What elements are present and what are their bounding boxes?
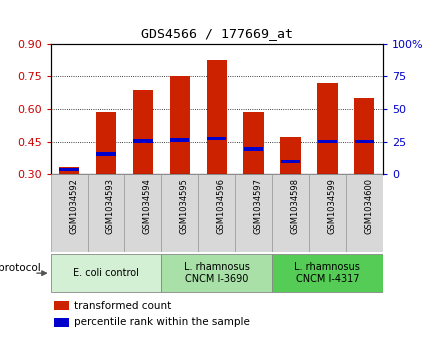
Bar (355, 140, 374, 143)
Bar (54, 318, 69, 327)
Bar (161, 174, 198, 252)
Text: GSM1034596: GSM1034596 (216, 178, 226, 234)
Bar (354, 98, 374, 174)
Bar (96, 112, 116, 174)
Text: GSM1034597: GSM1034597 (253, 178, 263, 234)
Title: GDS4566 / 177669_at: GDS4566 / 177669_at (141, 26, 293, 40)
Bar (59, 168, 79, 171)
Text: L. rhamnosus
CNCM I-4317: L. rhamnosus CNCM I-4317 (294, 262, 360, 284)
Bar (235, 174, 272, 252)
Bar (51, 174, 88, 252)
Bar (170, 76, 190, 174)
Bar (51, 254, 161, 292)
Bar (318, 140, 337, 143)
Bar (281, 160, 300, 163)
Bar (133, 139, 153, 143)
Text: GSM1034592: GSM1034592 (69, 178, 78, 234)
Bar (206, 60, 227, 174)
Bar (309, 174, 346, 252)
Bar (346, 174, 383, 252)
Bar (198, 174, 235, 252)
Text: percentile rank within the sample: percentile rank within the sample (74, 317, 250, 327)
Bar (96, 152, 116, 156)
Bar (272, 174, 309, 252)
Bar (59, 167, 79, 174)
Bar (88, 174, 125, 252)
Text: GSM1034593: GSM1034593 (106, 178, 115, 234)
Bar (272, 254, 383, 292)
Bar (161, 254, 272, 292)
Bar (244, 147, 263, 151)
Text: transformed count: transformed count (74, 301, 171, 311)
Text: protocol: protocol (0, 263, 40, 273)
Bar (133, 90, 153, 174)
Bar (125, 174, 161, 252)
Bar (54, 301, 69, 310)
Text: GSM1034600: GSM1034600 (364, 178, 374, 234)
Text: GSM1034599: GSM1034599 (327, 178, 337, 234)
Bar (317, 83, 337, 174)
Bar (243, 112, 264, 174)
Text: E. coli control: E. coli control (73, 268, 139, 278)
Bar (207, 136, 226, 140)
Text: L. rhamnosus
CNCM I-3690: L. rhamnosus CNCM I-3690 (184, 262, 249, 284)
Bar (170, 138, 190, 142)
Bar (280, 137, 301, 174)
Text: GSM1034595: GSM1034595 (180, 178, 189, 234)
Text: GSM1034598: GSM1034598 (290, 178, 300, 234)
Text: GSM1034594: GSM1034594 (143, 178, 152, 234)
